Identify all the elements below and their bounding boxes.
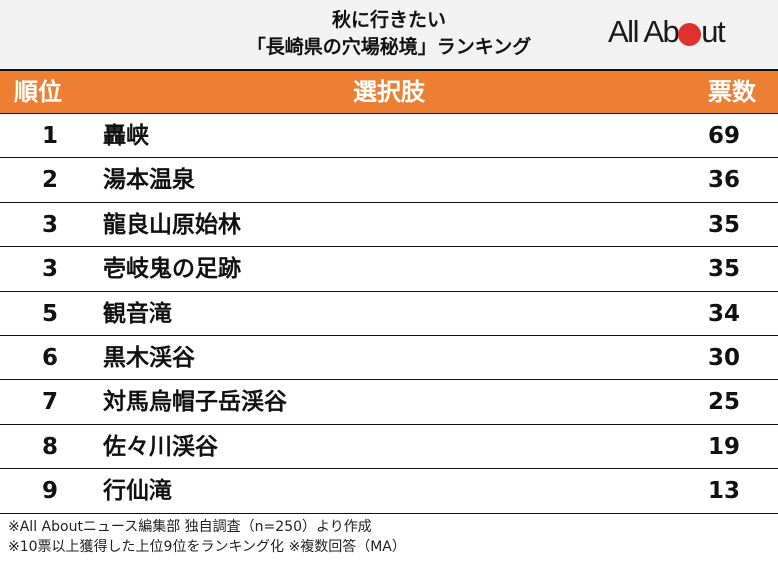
table-row: 1 轟峡 69 bbox=[0, 114, 778, 159]
logo-text-post: ut bbox=[701, 14, 725, 49]
row-name: 観音滝 bbox=[103, 300, 172, 327]
row-rank: 3 bbox=[41, 211, 58, 238]
row-name: 行仙滝 bbox=[103, 478, 172, 505]
row-votes: 36 bbox=[707, 167, 740, 194]
row-rank: 9 bbox=[41, 478, 58, 505]
row-votes: 19 bbox=[707, 433, 740, 460]
table-row: 6 黒木渓谷 30 bbox=[0, 336, 778, 381]
row-votes: 30 bbox=[707, 344, 740, 371]
divider bbox=[0, 113, 778, 114]
row-name: 湯本温泉 bbox=[103, 167, 195, 194]
row-rank: 2 bbox=[41, 167, 58, 194]
row-rank: 7 bbox=[41, 389, 58, 416]
title-line-1: 秋に行きたい bbox=[331, 9, 446, 31]
header-rank: 順位 bbox=[14, 78, 62, 106]
table-row: 5 観音滝 34 bbox=[0, 292, 778, 336]
row-rank: 6 bbox=[41, 344, 58, 371]
row-name: 佐々川渓谷 bbox=[103, 433, 218, 460]
table-row: 3 壱岐鬼の足跡 35 bbox=[0, 247, 778, 292]
table-row: 7 対馬烏帽子岳渓谷 25 bbox=[0, 380, 778, 425]
header-votes: 票数 bbox=[708, 78, 756, 106]
table-row: 2 湯本温泉 36 bbox=[0, 158, 778, 203]
row-votes: 69 bbox=[707, 123, 740, 149]
row-votes: 34 bbox=[707, 300, 740, 327]
title-line-2: 「長崎県の穴場秘境」ランキング bbox=[246, 36, 532, 58]
logo-text-pre: All Ab bbox=[608, 14, 680, 49]
row-rank: 8 bbox=[41, 433, 58, 460]
logo-red-dot-icon bbox=[678, 22, 702, 46]
allabout-logo: All Ab ut bbox=[608, 14, 726, 50]
footnote-method: ※10票以上獲得した上位9位をランキング化 ※複数回答（MA） bbox=[8, 539, 406, 555]
table-row: 3 龍良山原始林 35 bbox=[0, 203, 778, 248]
row-votes: 25 bbox=[707, 389, 740, 416]
table-header: 選択肢 順位 票数 bbox=[0, 71, 778, 113]
row-rank: 3 bbox=[41, 256, 58, 283]
header-choice: 選択肢 bbox=[353, 78, 425, 106]
ranking-table: 1 轟峡 69 2 湯本温泉 36 3 龍良山原始林 35 3 壱岐鬼の足跡 3… bbox=[0, 114, 778, 514]
row-votes: 13 bbox=[707, 478, 740, 505]
title-band: 秋に行きたい 「長崎県の穴場秘境」ランキング All Ab ut bbox=[0, 0, 778, 69]
row-rank: 1 bbox=[41, 123, 58, 149]
row-name: 対馬烏帽子岳渓谷 bbox=[103, 389, 287, 416]
row-name: 壱岐鬼の足跡 bbox=[103, 256, 241, 283]
row-votes: 35 bbox=[707, 211, 740, 238]
divider bbox=[0, 69, 778, 71]
row-votes: 35 bbox=[707, 256, 740, 283]
table-row: 9 行仙滝 13 bbox=[0, 469, 778, 514]
chart-title: 秋に行きたい 「長崎県の穴場秘境」ランキング bbox=[0, 7, 778, 61]
row-name: 轟峡 bbox=[103, 123, 149, 149]
footnotes: ※All Aboutニュース編集部 独自調査（n=250）より作成 ※10票以上… bbox=[8, 517, 406, 557]
row-rank: 5 bbox=[41, 300, 58, 327]
table-row: 8 佐々川渓谷 19 bbox=[0, 425, 778, 470]
footnote-source: ※All Aboutニュース編集部 独自調査（n=250）より作成 bbox=[8, 519, 372, 535]
row-name: 龍良山原始林 bbox=[103, 211, 241, 238]
row-name: 黒木渓谷 bbox=[103, 344, 195, 371]
